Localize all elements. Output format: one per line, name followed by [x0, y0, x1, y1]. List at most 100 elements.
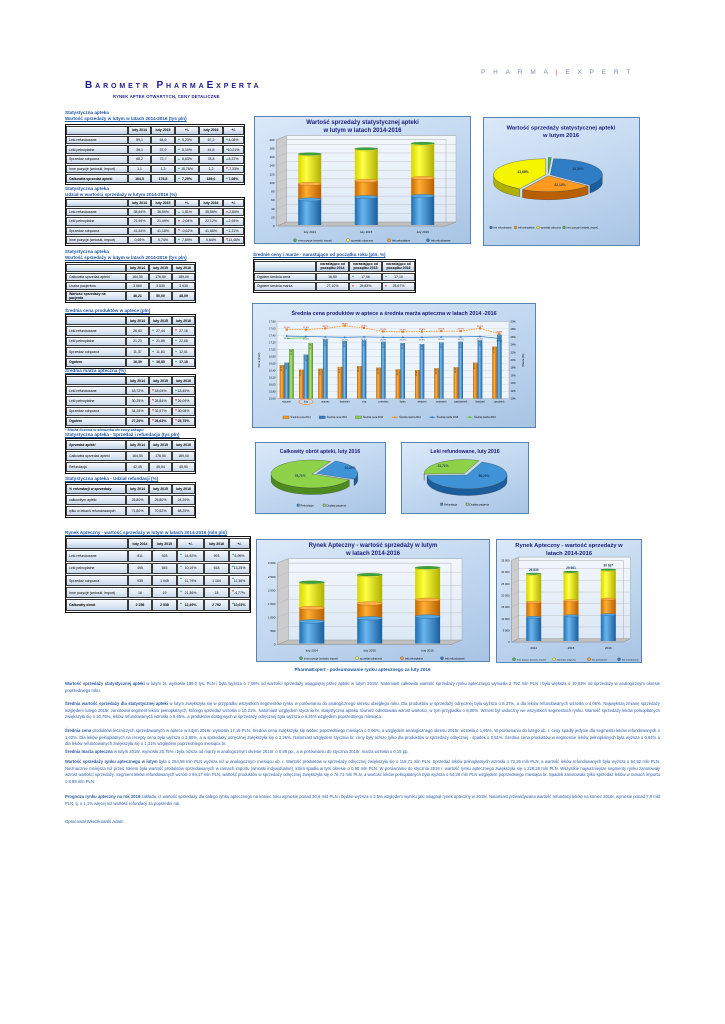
svg-text:Średnia marża 2016: Średnia marża 2016: [474, 416, 496, 419]
svg-text:17,22: 17,22: [383, 342, 385, 348]
svg-text:sprzedaż odręczna: sprzedaż odręczna: [360, 656, 382, 660]
svg-text:luty 2016: luty 2016: [422, 649, 435, 653]
svg-text:inne pozycje (wnioski, import): inne pozycje (wnioski, import): [304, 656, 338, 660]
svg-text:luty 2014: luty 2014: [304, 230, 317, 234]
svg-text:26,1%: 26,1%: [303, 339, 309, 341]
svg-text:17,2: 17,2: [441, 343, 443, 348]
svg-text:28 839: 28 839: [529, 568, 539, 572]
svg-text:17,80: 17,80: [269, 320, 276, 324]
svg-text:17,18: 17,18: [402, 343, 404, 349]
svg-text:Średnia cena produktów w aptec: Średnia cena produktów w aptece a średni…: [291, 310, 496, 317]
svg-text:140: 140: [269, 164, 274, 168]
svg-text:16,46: 16,46: [435, 368, 437, 374]
svg-text:27,5%: 27,5%: [458, 329, 464, 331]
svg-text:16,52: 16,52: [358, 366, 360, 372]
svg-text:16,80: 16,80: [269, 355, 276, 359]
svg-text:26,0%: 26,0%: [361, 339, 367, 341]
svg-text:27,5%: 27,5%: [438, 329, 444, 331]
svg-text:27,9%: 27,9%: [284, 327, 290, 329]
svg-text:15 000: 15 000: [501, 605, 510, 609]
svg-text:inne pozycje (wnioski, import): inne pozycje (wnioski, import): [298, 238, 332, 242]
svg-text:1 500: 1 500: [268, 602, 276, 606]
svg-text:Wartość sprzedaży statystyczne: Wartość sprzedaży statystycznej apteki: [507, 126, 616, 132]
svg-text:16,85: 16,85: [306, 354, 308, 360]
svg-text:17,18: 17,18: [310, 343, 312, 349]
svg-text:2014: 2014: [530, 646, 537, 650]
svg-text:26,2%: 26,2%: [284, 338, 290, 340]
svg-text:Średnia cena 2015: Średnia cena 2015: [327, 416, 348, 419]
svg-text:30%: 30%: [511, 320, 517, 324]
svg-text:26%: 26%: [511, 335, 517, 339]
svg-text:26,8%: 26,8%: [496, 331, 502, 333]
svg-text:17,26: 17,26: [480, 340, 482, 346]
svg-text:16%: 16%: [511, 373, 517, 377]
svg-text:28,2%: 28,2%: [322, 326, 328, 328]
svg-text:22,12%: 22,12%: [554, 183, 565, 187]
svg-text:w latach 2014-2016: w latach 2014-2016: [345, 551, 401, 557]
svg-text:28%: 28%: [511, 327, 517, 331]
svg-text:5 000: 5 000: [503, 628, 510, 632]
svg-text:Średnia marża 2014: Średnia marża 2014: [399, 416, 421, 419]
svg-text:28,9%: 28,9%: [342, 323, 348, 325]
svg-text:25,9%: 25,9%: [400, 339, 406, 341]
svg-text:16,42: 16,42: [300, 370, 302, 376]
svg-text:29 661: 29 661: [566, 566, 576, 570]
svg-text:24,29%: 24,29%: [345, 466, 356, 470]
svg-text:leki refundowane: leki refundowane: [494, 227, 513, 230]
svg-text:20: 20: [271, 215, 275, 219]
svg-text:0: 0: [273, 224, 275, 228]
svg-text:leki pełnopłatne: leki pełnopłatne: [392, 238, 411, 242]
svg-text:17,26: 17,26: [364, 340, 366, 346]
svg-text:25,9%: 25,9%: [419, 339, 425, 341]
svg-text:25,9%: 25,9%: [342, 339, 348, 341]
svg-text:16,49: 16,49: [455, 367, 457, 373]
svg-text:17,20: 17,20: [269, 341, 276, 345]
svg-text:Refundacja: Refundacja: [444, 502, 458, 506]
svg-text:17,24: 17,24: [344, 341, 346, 347]
svg-text:Inne pozycje (wnioski, import): Inne pozycje (wnioski, import): [517, 658, 546, 661]
svg-text:17,22: 17,22: [460, 342, 462, 348]
svg-text:31,71%: 31,71%: [438, 464, 449, 468]
svg-text:26,0%: 26,0%: [438, 339, 444, 341]
svg-text:0: 0: [274, 643, 276, 647]
svg-text:27,4%: 27,4%: [419, 329, 425, 331]
svg-text:leki refundowane: leki refundowane: [622, 658, 639, 661]
svg-text:27,4%: 27,4%: [380, 329, 386, 331]
svg-text:sierpień: sierpień: [417, 400, 427, 404]
svg-text:leki refundowane: leki refundowane: [445, 656, 465, 660]
svg-text:2 000: 2 000: [268, 588, 276, 592]
svg-text:35,56%: 35,56%: [572, 167, 583, 171]
svg-text:luty 2015: luty 2015: [360, 230, 373, 234]
svg-text:17,60: 17,60: [269, 327, 276, 331]
svg-text:listopad: listopad: [476, 400, 485, 404]
svg-text:luty: luty: [304, 400, 309, 404]
svg-text:2 500: 2 500: [268, 575, 276, 579]
svg-text:3 000: 3 000: [268, 561, 276, 565]
svg-text:Sprzedaż odręczna: Sprzedaż odręczna: [557, 658, 577, 661]
svg-text:Całkowity obrót apteki, luty 2: Całkowity obrót apteki, luty 2016: [280, 449, 361, 455]
svg-text:28,2%: 28,2%: [477, 326, 483, 328]
svg-text:16,55: 16,55: [281, 365, 283, 371]
svg-text:30 637: 30 637: [603, 564, 613, 568]
svg-text:17,01: 17,01: [291, 349, 293, 355]
svg-text:16,43: 16,43: [397, 369, 399, 375]
svg-text:styczeń: styczeń: [282, 400, 291, 404]
svg-text:17,08: 17,08: [493, 346, 495, 352]
svg-text:16,41: 16,41: [416, 370, 418, 376]
svg-text:17,40: 17,40: [269, 334, 276, 338]
svg-text:100: 100: [269, 181, 274, 185]
svg-text:10 000: 10 000: [501, 617, 510, 621]
svg-text:26,0%: 26,0%: [458, 339, 464, 341]
svg-text:68,29%: 68,29%: [479, 474, 490, 478]
svg-text:17,15: 17,15: [422, 344, 424, 350]
svg-text:20 000: 20 000: [501, 594, 510, 598]
svg-text:inne pozycje (wnioski, import): inne pozycje (wnioski, import): [567, 227, 599, 230]
svg-text:16,40: 16,40: [269, 369, 276, 373]
svg-text:Rynek Apteczny - wartość sprze: Rynek Apteczny - wartość sprzedaży w lut…: [309, 543, 438, 549]
svg-text:Wartość sprzedaży statystyczne: Wartość sprzedaży statystycznej apteki: [306, 120, 419, 126]
svg-text:40: 40: [271, 207, 275, 211]
svg-text:październik: październik: [454, 400, 468, 404]
svg-text:500: 500: [270, 629, 275, 633]
svg-text:180: 180: [269, 146, 274, 150]
svg-text:lipiec: lipiec: [400, 400, 407, 404]
